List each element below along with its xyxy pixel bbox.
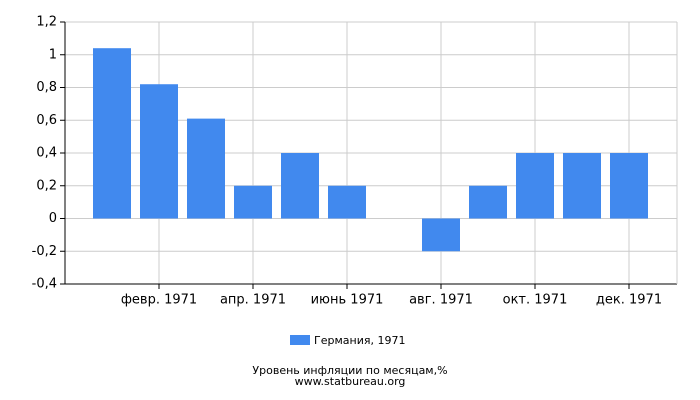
bar <box>422 218 460 252</box>
x-tick-label: дек. 1971 <box>596 293 662 308</box>
y-tick-label: 0,8 <box>36 80 57 95</box>
y-tick-label: 0 <box>49 211 57 226</box>
x-tick-label: июнь 1971 <box>311 293 384 308</box>
bar <box>469 185 507 219</box>
x-tick-label: авг. 1971 <box>409 293 473 308</box>
y-tick-label: 0,4 <box>36 146 57 161</box>
bar <box>234 185 272 219</box>
bar <box>328 185 366 219</box>
y-tick-label: 1,2 <box>36 15 57 30</box>
bar <box>140 84 178 219</box>
bar <box>281 153 319 219</box>
bar <box>93 48 131 219</box>
source: www.statbureau.org <box>295 375 406 388</box>
y-tick-label: 0,2 <box>36 178 57 193</box>
legend-label: Германия, 1971 <box>314 334 405 347</box>
x-tick-label: февр. 1971 <box>121 293 197 308</box>
bar <box>563 153 601 219</box>
y-tick-label: -0,2 <box>32 244 57 259</box>
bar <box>610 153 648 219</box>
bar <box>187 118 225 219</box>
legend-swatch <box>290 335 310 345</box>
y-tick-label: 0,6 <box>36 113 57 128</box>
caption: Уровень инфляции по месяцам,% <box>252 364 447 377</box>
y-tick-label: -0,4 <box>32 277 57 292</box>
x-tick-label: апр. 1971 <box>220 293 286 308</box>
bar <box>516 153 554 219</box>
x-tick-label: окт. 1971 <box>503 293 568 308</box>
y-tick-label: 1 <box>49 47 57 62</box>
